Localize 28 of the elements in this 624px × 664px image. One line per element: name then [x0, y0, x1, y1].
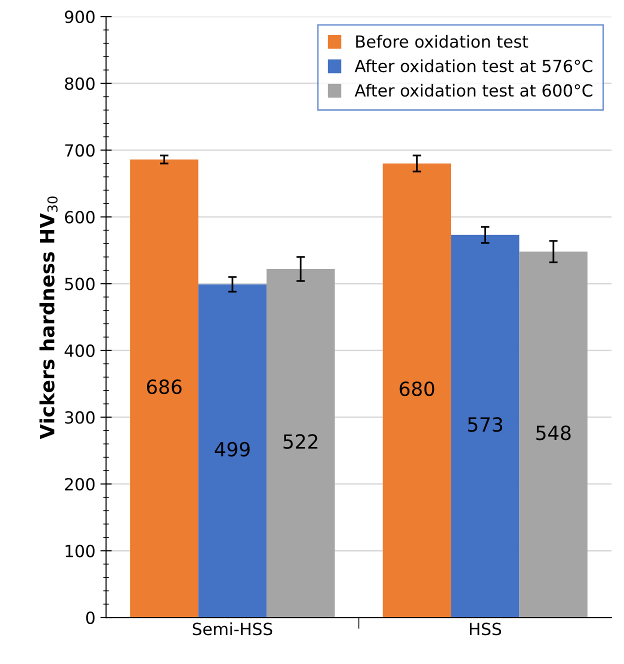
- bar: [198, 284, 267, 618]
- x-tick-label: HSS: [470, 622, 502, 636]
- y-tick-label: 200: [65, 478, 95, 491]
- data-label: 499: [214, 442, 250, 457]
- data-label: 548: [536, 426, 571, 440]
- bar: [382, 163, 452, 618]
- y-tick-label: 500: [65, 278, 95, 290]
- y-tick-label: 900: [64, 10, 95, 24]
- data-label: 522: [284, 434, 318, 449]
- bar: [130, 159, 198, 618]
- y-tick-label: 600: [65, 210, 95, 224]
- data-label: 573: [468, 417, 502, 432]
- y-tick-label: 0: [86, 611, 95, 624]
- y-tick-label: 700: [65, 144, 95, 157]
- bar: [451, 234, 520, 618]
- bar: [519, 252, 588, 618]
- data-label: 686: [147, 379, 182, 394]
- y-tick-label: 100: [66, 544, 95, 558]
- y-tick-label: 300: [65, 411, 95, 424]
- legend-label: After oxidation test at 600°C: [354, 84, 592, 97]
- legend-label: Before oxidation test: [356, 34, 528, 48]
- legend-label: After oxidation test at 576°C: [354, 59, 592, 72]
- y-tick-label: 800: [64, 77, 95, 90]
- bar: [266, 268, 335, 618]
- y-axis-title: Vickers hardness HV$_{30}$: [39, 196, 58, 440]
- data-label: 680: [400, 381, 434, 396]
- x-tick-label: Semi-HSS: [192, 622, 272, 636]
- y-tick-label: 400: [64, 344, 95, 358]
